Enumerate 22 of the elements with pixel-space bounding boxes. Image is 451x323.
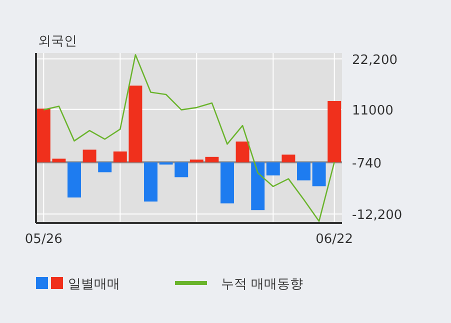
bar — [266, 162, 280, 176]
y-tick-label: 11000 — [352, 103, 394, 118]
bar — [236, 142, 250, 162]
chart-title: 외국인 — [38, 34, 77, 49]
bar — [297, 162, 310, 180]
bar — [282, 154, 296, 162]
bar — [68, 162, 81, 198]
bar — [312, 162, 326, 186]
legend-label: 일별매매 — [68, 277, 120, 292]
y-tick-label: -12,200 — [352, 208, 402, 223]
bar — [82, 150, 96, 162]
legend-label: 누적 매매동향 — [221, 277, 304, 292]
bar — [251, 162, 265, 210]
y-tick-label: 22,200 — [352, 52, 398, 68]
bar — [328, 100, 342, 162]
bar — [220, 162, 234, 204]
line-series — [43, 54, 335, 222]
bar — [98, 162, 112, 172]
x-tick-label: 05/26 — [24, 232, 62, 247]
x-tick-label: 06/22 — [316, 232, 354, 247]
y-tick-label: -740 — [352, 156, 382, 172]
bar — [144, 162, 158, 202]
